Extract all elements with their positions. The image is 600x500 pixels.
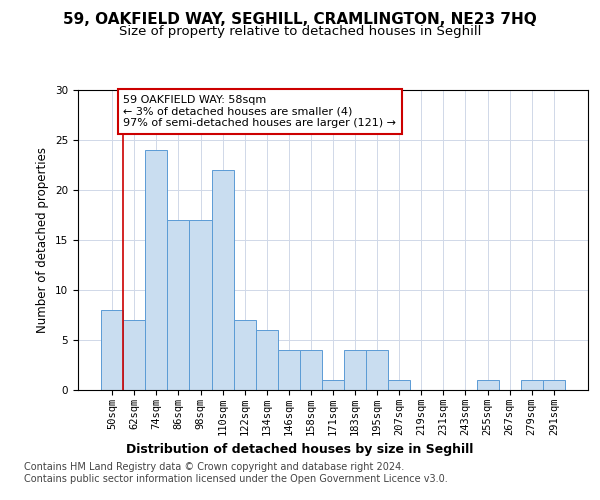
Bar	[322, 380, 344, 390]
Bar	[145, 150, 167, 390]
Text: 59, OAKFIELD WAY, SEGHILL, CRAMLINGTON, NE23 7HQ: 59, OAKFIELD WAY, SEGHILL, CRAMLINGTON, …	[63, 12, 537, 28]
Bar	[521, 380, 543, 390]
Bar	[366, 350, 388, 390]
Bar	[123, 320, 145, 390]
Bar	[344, 350, 366, 390]
Bar	[476, 380, 499, 390]
Bar	[543, 380, 565, 390]
Bar	[167, 220, 190, 390]
Bar	[388, 380, 410, 390]
Text: Size of property relative to detached houses in Seghill: Size of property relative to detached ho…	[119, 25, 481, 38]
Text: Contains HM Land Registry data © Crown copyright and database right 2024.
Contai: Contains HM Land Registry data © Crown c…	[24, 462, 448, 484]
Bar	[300, 350, 322, 390]
Bar	[256, 330, 278, 390]
Bar	[190, 220, 212, 390]
Bar	[212, 170, 233, 390]
Text: 59 OAKFIELD WAY: 58sqm
← 3% of detached houses are smaller (4)
97% of semi-detac: 59 OAKFIELD WAY: 58sqm ← 3% of detached …	[123, 95, 396, 128]
Text: Distribution of detached houses by size in Seghill: Distribution of detached houses by size …	[127, 442, 473, 456]
Bar	[233, 320, 256, 390]
Y-axis label: Number of detached properties: Number of detached properties	[37, 147, 49, 333]
Bar	[101, 310, 123, 390]
Bar	[278, 350, 300, 390]
